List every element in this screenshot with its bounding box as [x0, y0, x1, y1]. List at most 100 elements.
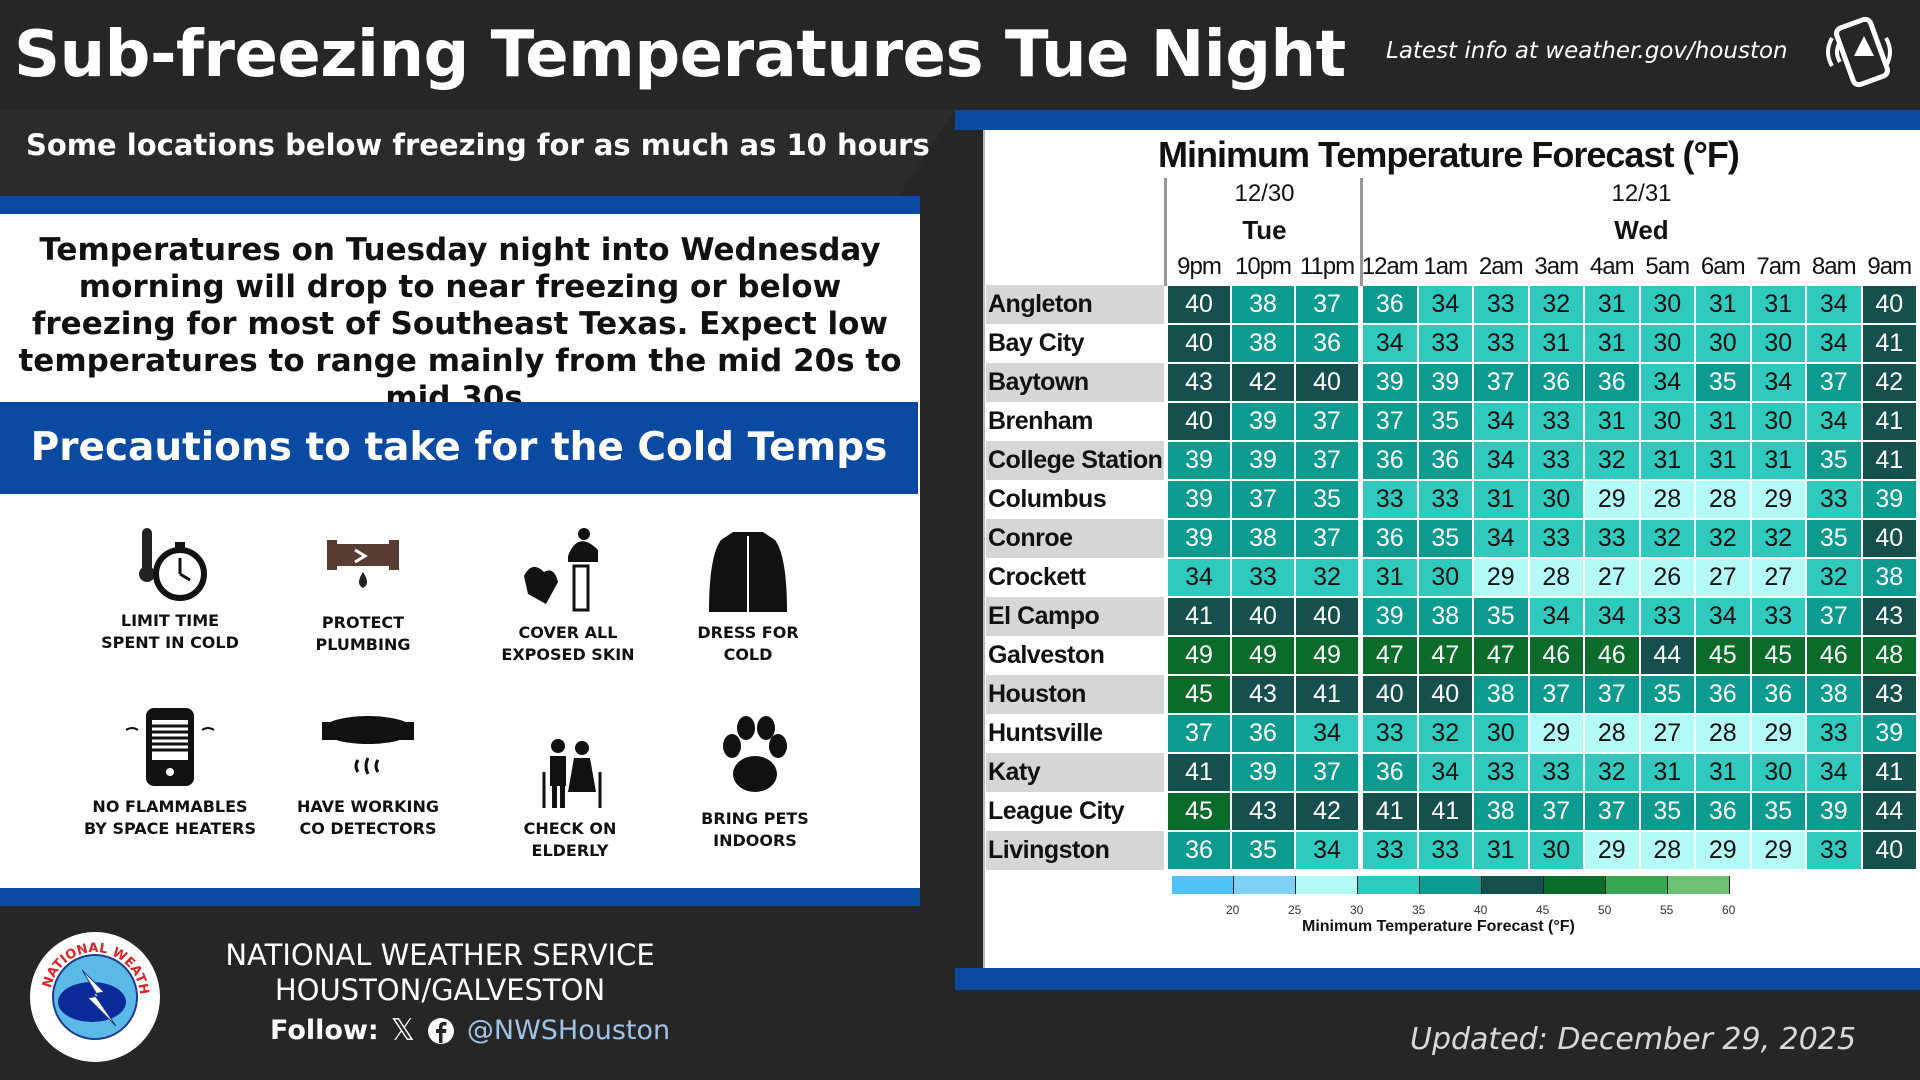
precaution-label-line1: DRESS FOR: [697, 623, 799, 642]
hour-label: 4am: [1589, 253, 1635, 280]
temperature-cell: 34: [1418, 286, 1472, 323]
office-line1: NATIONAL WEATHER SERVICE: [225, 938, 655, 972]
temperature-cell: 32: [1418, 715, 1472, 752]
temperature-cell: 45: [1696, 637, 1750, 674]
temperature-cell: 29: [1696, 832, 1750, 869]
temperature-cell: 33: [1529, 754, 1583, 791]
precaution-label-line2: ELDERLY: [531, 841, 609, 860]
temperature-cell: 38: [1232, 286, 1294, 323]
temperature-cell: 38: [1474, 793, 1528, 830]
summary-paragraph: Temperatures on Tuesday night into Wedne…: [18, 232, 902, 416]
temperature-cell: 44: [1862, 793, 1916, 830]
temperature-cell: 34: [1807, 325, 1861, 362]
temperature-cell: 35: [1696, 364, 1750, 401]
temperature-cell: 39: [1168, 520, 1230, 557]
temperature-cell: 37: [1232, 481, 1294, 518]
latest-info-link[interactable]: Latest info at weather.gov/houston: [1386, 38, 1788, 64]
location-name: Conroe: [988, 524, 1073, 552]
day-divider: [1164, 178, 1167, 286]
day-name: Wed: [1614, 215, 1669, 245]
facebook-icon[interactable]: [427, 1017, 455, 1045]
elderly-icon: [542, 739, 602, 808]
temperature-cell: 34: [1363, 325, 1417, 362]
temperature-cell: 37: [1296, 754, 1358, 791]
temperature-cell: 49: [1296, 637, 1358, 674]
temperature-cell: 49: [1232, 637, 1294, 674]
temperature-cell: 33: [1640, 598, 1694, 635]
temperature-cell: 32: [1696, 520, 1750, 557]
temperature-cell: 30: [1751, 403, 1805, 440]
temperature-cell: 34: [1696, 598, 1750, 635]
temperature-cell: 30: [1640, 403, 1694, 440]
precaution-label-line1: CHECK ON: [523, 819, 617, 838]
temperature-cell: 34: [1296, 832, 1358, 869]
temperature-cell: 37: [1529, 793, 1583, 830]
temperature-cell: 33: [1232, 559, 1294, 596]
temperature-cell: 31: [1585, 286, 1639, 323]
temperature-cell: 29: [1751, 481, 1805, 518]
temperature-cell: 39: [1862, 715, 1916, 752]
location-name: Katy: [988, 758, 1041, 786]
temperature-cell: 43: [1232, 793, 1294, 830]
temperature-cell: 35: [1640, 793, 1694, 830]
legend-title: Minimum Temperature Forecast (°F): [1302, 918, 1575, 935]
precaution-label-line2: SPENT IN COLD: [101, 633, 239, 652]
nws-logo: NATIONAL WEATHER SERVICE: [28, 930, 160, 1062]
temperature-cell: 30: [1529, 481, 1583, 518]
temperature-cell: 32: [1807, 559, 1861, 596]
x-icon[interactable]: 𝕏: [390, 1013, 415, 1048]
temperature-cell: 41: [1168, 598, 1230, 635]
hour-label: 6am: [1700, 253, 1746, 280]
office-line2: HOUSTON/GALVESTON: [274, 973, 606, 1007]
temperature-cell: 34: [1168, 559, 1230, 596]
row-shade: [986, 753, 1164, 792]
precaution-label-line1: PROTECT: [321, 613, 405, 632]
legend-swatch: [1668, 876, 1730, 894]
temperature-cell: 36: [1751, 676, 1805, 713]
location-name: League City: [988, 797, 1125, 825]
temperature-cell: 37: [1807, 598, 1861, 635]
temperature-cell: 37: [1585, 676, 1639, 713]
legend-tick: 30: [1350, 903, 1364, 917]
day-divider: [1360, 178, 1363, 286]
location-name: Angleton: [988, 290, 1093, 318]
accent-stripe: [955, 968, 1920, 990]
temperature-cell: 30: [1418, 559, 1472, 596]
temperature-cell: 38: [1474, 676, 1528, 713]
temperature-cell: 42: [1296, 793, 1358, 830]
location-name: El Campo: [988, 602, 1100, 630]
temperature-cell: 30: [1640, 325, 1694, 362]
temperature-cell: 27: [1751, 559, 1805, 596]
temperature-cell: 38: [1232, 325, 1294, 362]
temperature-cell: 34: [1529, 598, 1583, 635]
precaution-label-line2: BY SPACE HEATERS: [83, 819, 257, 838]
temperature-cell: 36: [1363, 754, 1417, 791]
social-handle[interactable]: @NWSHouston: [466, 1015, 671, 1046]
precaution-label-line2: PLUMBING: [315, 635, 411, 654]
temperature-cell: 34: [1807, 403, 1861, 440]
temperature-cell: 34: [1751, 364, 1805, 401]
temperature-cell: 29: [1585, 832, 1639, 869]
temperature-cell: 33: [1807, 832, 1861, 869]
temperature-cell: 37: [1585, 793, 1639, 830]
temperature-cell: 32: [1529, 286, 1583, 323]
temperature-cell: 35: [1807, 520, 1861, 557]
temperature-cell: 30: [1640, 286, 1694, 323]
temperature-cell: 43: [1232, 676, 1294, 713]
location-name: Galveston: [988, 641, 1105, 669]
precaution-label-line1: BRING PETS: [701, 809, 809, 828]
temperature-cell: 39: [1807, 793, 1861, 830]
temperature-cell: 33: [1807, 481, 1861, 518]
follow-label: Follow:: [270, 1015, 379, 1046]
location-name: Crockett: [988, 563, 1086, 591]
location-name: Bay City: [988, 329, 1085, 357]
temperature-cell: 47: [1418, 637, 1472, 674]
temperature-cell: 31: [1696, 754, 1750, 791]
temperature-cell: 35: [1751, 793, 1805, 830]
temperature-cell: 36: [1696, 676, 1750, 713]
follow-row: Follow: 𝕏 @NWSHouston: [270, 1013, 670, 1048]
updated-date: Updated: December 29, 2025: [1410, 1022, 1857, 1057]
row-shade: [986, 363, 1164, 402]
temperature-cell: 38: [1862, 559, 1916, 596]
precaution-label-line1: NO FLAMMABLES: [92, 797, 248, 816]
